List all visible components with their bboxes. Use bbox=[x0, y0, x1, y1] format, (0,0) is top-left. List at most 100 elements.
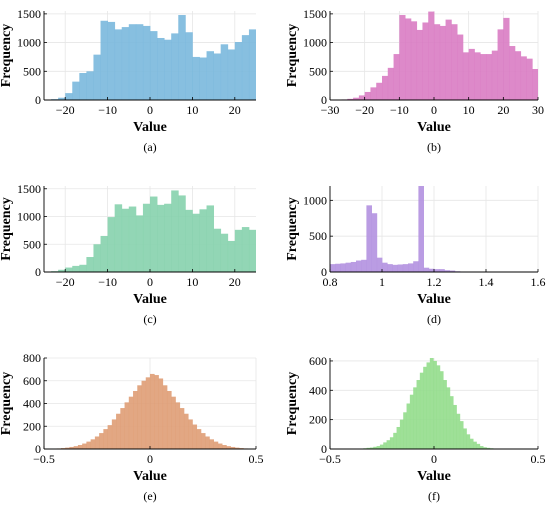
bar bbox=[462, 52, 470, 100]
bar bbox=[141, 380, 147, 449]
bar bbox=[150, 31, 158, 100]
y-tick-label: 0 bbox=[321, 93, 327, 107]
bars-b bbox=[330, 11, 538, 100]
bar bbox=[185, 32, 193, 100]
bar bbox=[491, 50, 498, 100]
bar bbox=[469, 438, 474, 449]
bar bbox=[103, 429, 108, 449]
bar bbox=[459, 421, 464, 449]
bar bbox=[239, 448, 244, 449]
x-tick-label: 30 bbox=[532, 103, 544, 117]
bar bbox=[457, 34, 464, 100]
bar bbox=[206, 51, 215, 100]
x-tick-label: 10 bbox=[186, 275, 198, 289]
bar bbox=[111, 419, 117, 449]
bar bbox=[206, 205, 215, 272]
x-tick-label: 10 bbox=[463, 103, 475, 117]
x-tick-label: 1.4 bbox=[479, 275, 494, 289]
bar bbox=[408, 263, 414, 272]
bar bbox=[192, 56, 200, 100]
x-tick-label: 10 bbox=[186, 103, 198, 117]
bar bbox=[486, 447, 491, 449]
bar bbox=[358, 95, 366, 100]
bar bbox=[227, 240, 236, 272]
bar bbox=[164, 203, 172, 272]
bar bbox=[227, 49, 236, 100]
bar bbox=[86, 71, 94, 100]
bar bbox=[434, 269, 440, 272]
bar bbox=[416, 29, 423, 100]
bar bbox=[397, 264, 404, 272]
bar bbox=[213, 53, 222, 100]
bar bbox=[121, 27, 130, 100]
bar bbox=[382, 75, 389, 100]
bar bbox=[150, 196, 158, 272]
bar bbox=[422, 22, 429, 100]
panel-caption: (c) bbox=[143, 312, 156, 326]
bar bbox=[100, 20, 109, 100]
bar bbox=[399, 15, 406, 100]
bar bbox=[69, 446, 75, 449]
x-tick-label: 20 bbox=[229, 103, 241, 117]
x-axis-title: Value bbox=[133, 120, 167, 135]
bars-e bbox=[52, 373, 253, 449]
bar bbox=[234, 42, 243, 100]
y-tick-label: 1500 bbox=[17, 7, 41, 21]
bar bbox=[389, 437, 394, 449]
bar bbox=[439, 269, 445, 272]
bar bbox=[483, 447, 487, 449]
bar bbox=[387, 67, 394, 100]
bar bbox=[213, 441, 219, 449]
bar bbox=[188, 419, 193, 449]
bar bbox=[439, 25, 446, 100]
bar bbox=[366, 447, 371, 449]
y-tick-label: 500 bbox=[23, 64, 41, 78]
panel-caption: (a) bbox=[143, 140, 156, 154]
bar bbox=[100, 235, 109, 272]
bar bbox=[366, 205, 372, 272]
x-tick-label: 0 bbox=[431, 103, 437, 117]
bar bbox=[65, 267, 73, 272]
bar bbox=[364, 91, 371, 100]
x-tick-label: 0.5 bbox=[531, 452, 546, 466]
bar bbox=[171, 33, 179, 100]
bar bbox=[150, 373, 155, 449]
bar bbox=[428, 268, 435, 272]
y-tick-label: 1500 bbox=[17, 182, 41, 196]
x-axis-title: Value bbox=[133, 469, 167, 484]
bar bbox=[107, 217, 116, 272]
x-tick-label: 1 bbox=[379, 275, 385, 289]
bar bbox=[418, 186, 424, 272]
bar bbox=[154, 375, 159, 449]
x-axis-title: Value bbox=[133, 292, 167, 307]
y-tick-label: 200 bbox=[309, 413, 327, 427]
y-tick-label: 1000 bbox=[303, 193, 327, 207]
y-tick-label: 600 bbox=[309, 354, 327, 368]
bar bbox=[479, 446, 484, 449]
y-tick-label: 0 bbox=[35, 265, 41, 279]
bar bbox=[382, 262, 388, 272]
bar bbox=[476, 443, 481, 449]
bar bbox=[114, 29, 123, 100]
bar bbox=[93, 54, 101, 100]
bar bbox=[428, 11, 435, 100]
bar bbox=[386, 440, 391, 449]
bar bbox=[356, 260, 362, 272]
bar bbox=[199, 57, 207, 100]
bar bbox=[133, 390, 138, 449]
bar bbox=[453, 404, 457, 449]
bar bbox=[234, 447, 240, 449]
bar bbox=[157, 37, 165, 100]
bar bbox=[135, 215, 144, 272]
panel-d: 0.8 1 1.2 1.4 1.6 0 500 1000 Value Frequency (d) bbox=[285, 186, 546, 326]
x-tick-label: 20 bbox=[497, 103, 509, 117]
bar bbox=[532, 68, 538, 100]
bar bbox=[213, 228, 222, 272]
bar bbox=[497, 29, 504, 100]
bar bbox=[72, 265, 80, 272]
bar bbox=[436, 365, 441, 449]
bar bbox=[226, 446, 231, 449]
x-tick-label: 0 bbox=[147, 275, 153, 289]
y-tick-label: 0 bbox=[321, 265, 327, 279]
bar bbox=[456, 413, 461, 449]
